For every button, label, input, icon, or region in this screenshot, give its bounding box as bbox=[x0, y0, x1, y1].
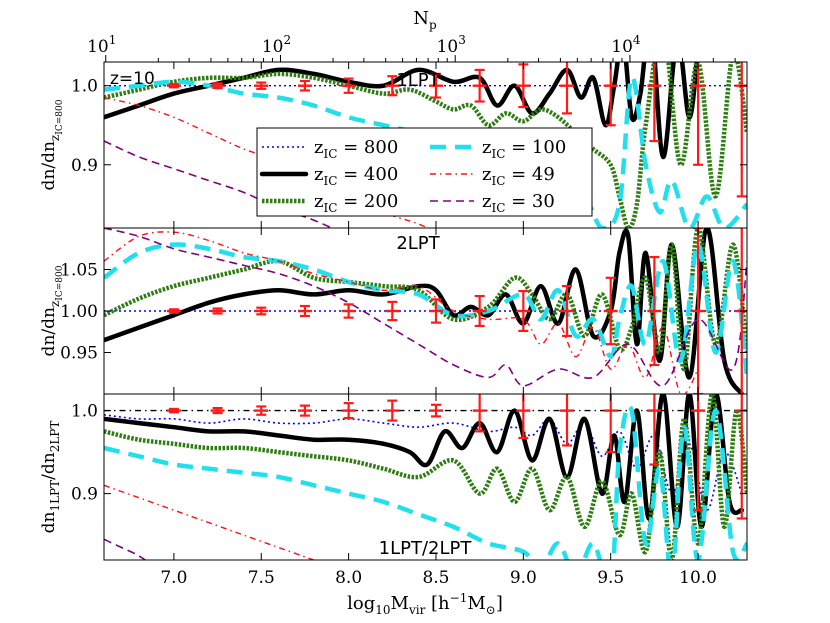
panel-2-plot-area bbox=[104, 228, 747, 394]
panel-2-errorbar bbox=[472, 294, 487, 328]
x-tick-label: 10.0 bbox=[679, 568, 717, 588]
panel-2-annotation: 2LPT bbox=[396, 233, 440, 254]
panel-3-errorbar bbox=[691, 394, 706, 512]
panel-2-errorbar bbox=[254, 306, 269, 316]
panel-3-series-line-z400 bbox=[104, 394, 745, 530]
panel-2-errorbar bbox=[516, 289, 531, 333]
legend-entry: zIC = 400 bbox=[259, 164, 398, 188]
panel-3-errorbar bbox=[210, 407, 225, 415]
panel-3-errorbar bbox=[341, 402, 356, 420]
panel-2-series-line-z400 bbox=[104, 228, 745, 394]
panel-2-series-line-z200 bbox=[104, 228, 747, 372]
panel-1-errorbar bbox=[385, 75, 400, 97]
panel-3-y-tick-label: 0.9 bbox=[71, 485, 98, 505]
legend-entry: zIC = 800 bbox=[262, 137, 398, 161]
panel-1-errorbar bbox=[516, 63, 531, 109]
x-axis-label: log10Mvir [h−1M⊙] bbox=[347, 591, 503, 617]
x-tick-label: 7.0 bbox=[160, 568, 187, 588]
panel-3-errorbar bbox=[472, 394, 487, 433]
panel-3-annotation: 1LPT/2LPT bbox=[379, 538, 473, 559]
panel-1-y-tick-label: 0.9 bbox=[71, 156, 98, 176]
legend-label: zIC = 30 bbox=[482, 191, 555, 215]
panel-2-errorbar bbox=[341, 303, 356, 319]
panel-1-annotation: 1LPT bbox=[396, 70, 440, 91]
panel-2-errorbar bbox=[560, 285, 575, 337]
x-tick-label: 9.5 bbox=[597, 568, 624, 588]
panel-3-errorbar bbox=[385, 399, 400, 422]
top-axis-label: Np bbox=[413, 8, 437, 32]
legend-box bbox=[256, 127, 593, 217]
panel-2-errorbar bbox=[428, 298, 443, 324]
panel-1-series-line-z30 bbox=[104, 140, 334, 228]
top-axis-tick-label: 104 bbox=[611, 33, 641, 57]
panel-1-errorbar bbox=[472, 68, 487, 103]
panel-1-y-axis-label: dn/dnzIC=800 bbox=[39, 99, 65, 190]
panel-2-series-line-z30 bbox=[104, 228, 747, 387]
x-tick-label: 8.5 bbox=[422, 568, 449, 588]
panel-3-series-line-z100 bbox=[104, 404, 747, 560]
panel-2-errorbar bbox=[647, 255, 662, 367]
redshift-label: z=10 bbox=[110, 69, 155, 89]
x-tick-label: 9.0 bbox=[510, 568, 537, 588]
legend-entry: zIC = 200 bbox=[262, 191, 398, 215]
top-axis-tick-label: 102 bbox=[262, 33, 291, 57]
panel-3-frame bbox=[103, 393, 748, 561]
panel-1-y-tick-label: 1.0 bbox=[71, 77, 98, 97]
panel-3-errorbar bbox=[647, 394, 662, 466]
legend-label: zIC = 400 bbox=[314, 164, 398, 188]
panel-1-series-line-z200 bbox=[104, 62, 747, 228]
panel-2-series-line-z49 bbox=[104, 231, 699, 394]
legend-entry: zIC = 49 bbox=[430, 164, 555, 188]
panel-1-errorbar bbox=[428, 72, 443, 99]
panel-1-errorbar bbox=[603, 62, 618, 127]
legend-label: zIC = 800 bbox=[314, 137, 398, 161]
panel-3-errorbar bbox=[516, 394, 531, 440]
panel-1-errorbar bbox=[341, 77, 356, 94]
panel-2-y-tick-label: 1.00 bbox=[60, 302, 98, 322]
panel-3-plot-area bbox=[104, 394, 747, 560]
panel-3-y-axis-label: dn1LPT/dn2LPT bbox=[39, 421, 62, 534]
panel-1-series-line-z400 bbox=[104, 62, 699, 160]
panel-1-errorbar bbox=[647, 62, 662, 143]
x-tick-label: 8.0 bbox=[335, 568, 362, 588]
panel-2-y-tick-label: 1.05 bbox=[60, 261, 98, 281]
panel-1-errorbar bbox=[297, 79, 312, 92]
panel-3-series-line-z200 bbox=[104, 394, 747, 560]
panel-1-errorbar bbox=[691, 62, 706, 166]
panel-2-y-tick-label: 0.95 bbox=[60, 344, 98, 364]
panel-1-errorbar bbox=[560, 62, 575, 115]
panel-3-errorbar bbox=[428, 403, 443, 418]
panel-3-errorbar bbox=[254, 405, 269, 416]
panel-2-y-axis-label: dn/dnzIC=800 bbox=[39, 265, 65, 356]
legend-label: zIC = 200 bbox=[314, 191, 398, 215]
panel-3-series-line-z30 bbox=[104, 538, 147, 560]
legend-entry: zIC = 100 bbox=[430, 137, 566, 161]
x-tick-label: 7.5 bbox=[248, 568, 275, 588]
panel-3-errorbar bbox=[297, 404, 312, 417]
panel-2-errorbar bbox=[691, 228, 706, 394]
panel-1-errorbar bbox=[166, 83, 181, 89]
panel-2-errorbar bbox=[297, 304, 312, 318]
panel-3-errorbar bbox=[603, 394, 618, 454]
panel-3-series-line-z49 bbox=[104, 484, 316, 560]
panel-2-errorbar bbox=[603, 276, 618, 346]
panel-3-y-tick-label: 1.0 bbox=[71, 402, 98, 422]
legend-entry: zIC = 30 bbox=[430, 191, 555, 215]
legend-label: zIC = 100 bbox=[482, 137, 566, 161]
panel-1-errorbar bbox=[254, 81, 269, 90]
panel-3-errorbar bbox=[560, 394, 575, 447]
panel-3-errorbar bbox=[166, 407, 181, 414]
top-axis-tick-label: 103 bbox=[437, 33, 466, 57]
legend-label: zIC = 49 bbox=[482, 164, 555, 188]
panel-2-errorbar bbox=[385, 300, 400, 322]
panel-2-errorbar bbox=[210, 307, 225, 315]
top-axis-tick-label: 101 bbox=[87, 33, 116, 57]
panel-2-series-line-z100 bbox=[104, 242, 747, 378]
panel-2-errorbar bbox=[166, 308, 181, 314]
panel-1-errorbar bbox=[210, 82, 225, 90]
